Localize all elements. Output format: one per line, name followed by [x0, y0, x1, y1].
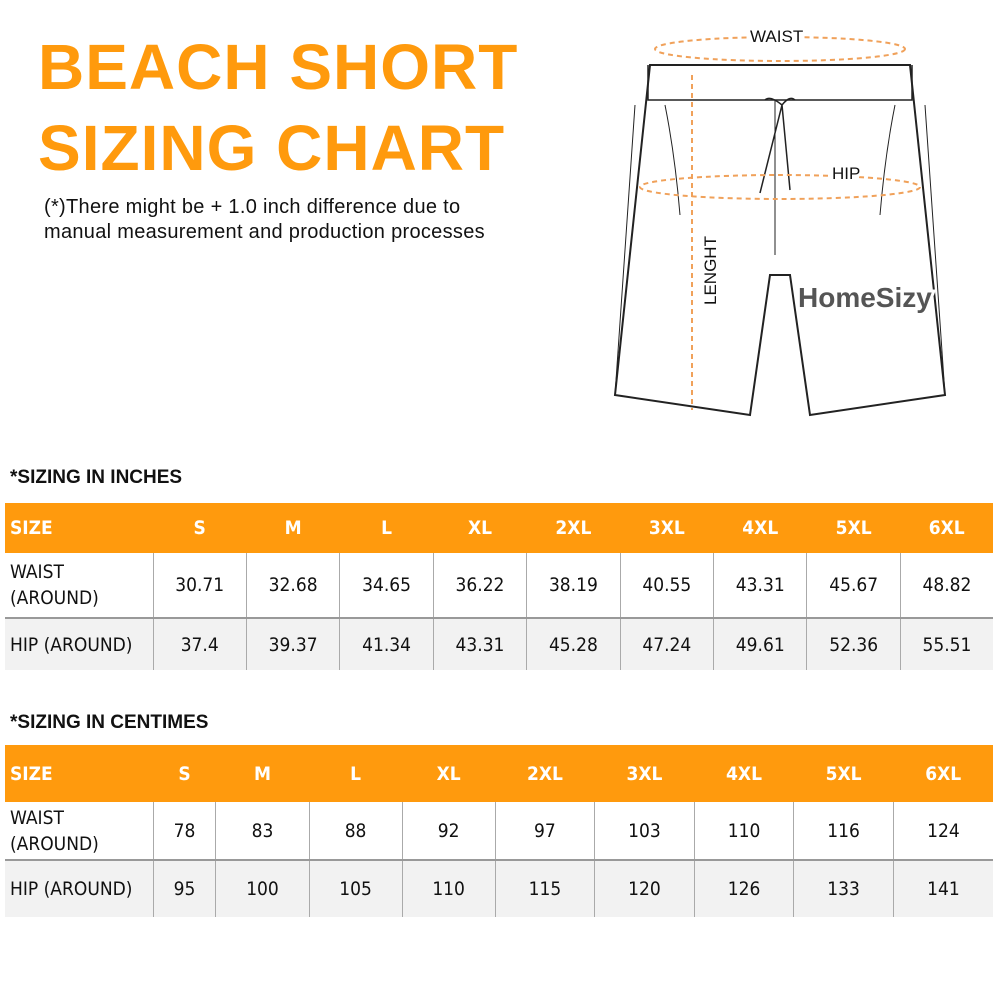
cell: 48.82	[899, 553, 993, 618]
inches-table: SIZE S M L XL 2XL 3XL 4XL 5XL 6XL WAIST (AROUND) 3…	[5, 503, 993, 670]
header-cell: M	[246, 503, 340, 553]
length-label: LENGHT	[701, 236, 720, 305]
header-cell: L	[339, 503, 434, 553]
cell: 36.22	[432, 553, 527, 618]
title-line-1: BEACH SHORT	[38, 31, 519, 103]
brand-logo: HomeSizy	[798, 282, 932, 313]
row-label: HIP (AROUND)	[5, 859, 153, 917]
header-cell: 2XL	[495, 745, 595, 802]
header-cell: 6XL	[900, 503, 993, 553]
header-cell: 3XL	[620, 503, 714, 553]
cell: 43.31	[432, 617, 527, 670]
cell: 120	[594, 859, 695, 917]
header-cell: XL	[433, 503, 527, 553]
cell: 78	[152, 802, 216, 860]
cell: 45.67	[806, 553, 901, 618]
cell: 133	[793, 859, 894, 917]
cell: 30.71	[152, 553, 247, 618]
table-row: HIP (AROUND) 37.4 39.37 41.34 43.31 45.28 47.2…	[5, 617, 993, 670]
note-line-2: manual measurement and production proces…	[44, 221, 485, 243]
waist-label: WAIST	[750, 27, 803, 46]
cell: 97	[494, 802, 595, 860]
cell: 83	[215, 802, 310, 860]
hip-label: HIP	[832, 164, 860, 183]
header-cell: 6XL	[893, 745, 993, 802]
cell: 32.68	[245, 553, 340, 618]
cell: 115	[494, 859, 595, 917]
row-label: HIP (AROUND)	[5, 617, 153, 670]
cell: 92	[401, 802, 496, 860]
cell: 55.51	[899, 617, 993, 670]
cm-heading: *SIZING IN CENTIMES	[10, 712, 209, 733]
cell: 95	[152, 859, 216, 917]
cell: 88	[308, 802, 403, 860]
cell: 116	[793, 802, 894, 860]
row-label: WAIST (AROUND)	[10, 561, 99, 609]
cell: 141	[892, 859, 993, 917]
cell: 52.36	[806, 617, 901, 670]
header-cell: S	[153, 745, 216, 802]
header-cell: 4XL	[694, 745, 794, 802]
cell: 38.19	[526, 553, 621, 618]
cell: 47.24	[619, 617, 714, 670]
header-cell: SIZE	[5, 503, 153, 553]
header-cell: S	[153, 503, 247, 553]
header-cell: L	[309, 745, 403, 802]
row-label: WAIST (AROUND)	[10, 806, 99, 855]
table-row: WAIST (AROUND) 78 83 88 92 97 103 110 116 124	[5, 802, 993, 860]
cell: 105	[308, 859, 403, 917]
measurement-note: (*)There might be + 1.0 inch difference …	[44, 195, 485, 245]
cell: 100	[215, 859, 310, 917]
note-line-1: (*)There might be + 1.0 inch difference …	[44, 196, 461, 218]
cm-table: SIZE S M L XL 2XL 3XL 4XL 5XL 6XL WAIST (AROUND) 7…	[5, 745, 993, 917]
cell: 43.31	[713, 553, 807, 618]
table-row: HIP (AROUND) 95 100 105 110 115 120 126 133 141	[5, 859, 993, 917]
cell: 34.65	[339, 553, 434, 618]
table-header-row: SIZE S M L XL 2XL 3XL 4XL 5XL 6XL	[5, 503, 993, 553]
shorts-diagram: WAIST HIP LENGHT HomeSizy	[613, 23, 947, 417]
inches-heading: *SIZING IN INCHES	[10, 467, 183, 488]
header-cell: 5XL	[793, 745, 894, 802]
header-cell: 5XL	[806, 503, 901, 553]
header-cell: M	[215, 745, 310, 802]
table-row: WAIST (AROUND) 30.71 32.68 34.65 36.22 38.19 4…	[5, 553, 993, 618]
cell: 126	[693, 859, 794, 917]
title-line-2: SIZING CHART	[38, 112, 506, 184]
cell: 37.4	[152, 617, 247, 670]
table-header-row: SIZE S M L XL 2XL 3XL 4XL 5XL 6XL	[5, 745, 993, 802]
cell: 41.34	[339, 617, 434, 670]
cell: 110	[693, 802, 794, 860]
header-cell: XL	[402, 745, 496, 802]
cell: 40.55	[619, 553, 714, 618]
header-cell: 2XL	[526, 503, 621, 553]
cell: 103	[594, 802, 695, 860]
cell: 124	[892, 802, 993, 860]
header-cell: 4XL	[713, 503, 807, 553]
cell: 39.37	[245, 617, 340, 670]
shorts-outline	[613, 64, 947, 417]
header-cell: 3XL	[594, 745, 695, 802]
cell: 45.28	[526, 617, 621, 670]
cell: 49.61	[713, 617, 807, 670]
header-cell: SIZE	[5, 745, 153, 802]
cell: 110	[401, 859, 496, 917]
